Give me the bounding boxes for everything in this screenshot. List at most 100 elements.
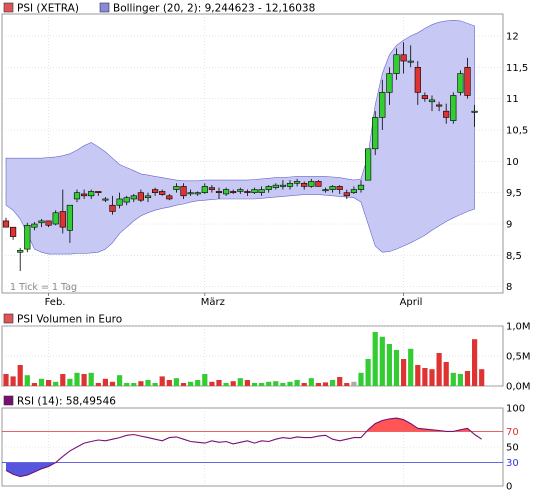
volume-bar <box>216 380 222 386</box>
candle <box>159 189 166 196</box>
x-tick-label: März <box>201 297 225 308</box>
candle <box>59 189 66 234</box>
candle <box>301 181 308 190</box>
candle <box>407 45 414 68</box>
volume-bar <box>159 376 165 386</box>
candle-body <box>386 73 393 93</box>
candle <box>279 180 287 190</box>
volume-bar <box>301 383 307 386</box>
price-y-tick-label: 8,5 <box>506 251 522 262</box>
volume-bar <box>422 368 428 386</box>
price-y-tick-label: 9,5 <box>506 188 522 199</box>
candle-body <box>130 195 137 200</box>
candle <box>421 92 429 102</box>
candle-body <box>357 184 365 190</box>
volume-bar <box>287 381 293 386</box>
volume-y-tick-label: 0,0M <box>506 382 531 393</box>
candle <box>123 195 130 206</box>
candle-body <box>293 181 301 184</box>
volume-bar <box>379 336 385 386</box>
price-legend-swatch <box>3 2 14 13</box>
volume-bar <box>408 348 414 386</box>
price-legend: PSI (XETRA) Bollinger (20, 2): 9,244623 … <box>3 2 315 15</box>
volume-bar <box>131 383 137 386</box>
price-y-tick-label: 11 <box>506 94 519 105</box>
volume-bar <box>443 362 449 386</box>
volume-bar <box>124 383 130 386</box>
candle <box>471 104 478 127</box>
volume-bar <box>188 381 194 386</box>
volume-bar <box>372 332 378 386</box>
candle <box>24 222 31 253</box>
volume-bar <box>351 381 357 386</box>
candle <box>38 219 45 228</box>
rsi-y-tick-label: 70 <box>506 427 519 438</box>
candle <box>293 178 301 187</box>
candle <box>343 189 350 199</box>
candle-body <box>435 104 443 107</box>
rsi-y-axis: 0 30 50 70 100 <box>506 404 525 493</box>
candle <box>109 195 116 215</box>
price-y-tick-label: 10 <box>506 157 519 168</box>
volume-bar <box>393 350 400 386</box>
candle <box>194 191 201 196</box>
candle <box>286 180 294 190</box>
candle-body <box>329 186 336 190</box>
candle-body <box>95 191 102 193</box>
volume-bar <box>202 374 208 386</box>
volume-bar <box>180 383 187 386</box>
volume-bar <box>401 359 407 386</box>
candle <box>329 185 336 193</box>
x-tick-label: Feb. <box>45 297 66 308</box>
volume-bar <box>344 383 350 386</box>
candles <box>2 42 478 272</box>
candle-body <box>166 195 173 200</box>
volume-bar <box>330 380 336 386</box>
candle-body <box>237 189 244 192</box>
volume-bar <box>67 378 73 386</box>
candle <box>357 180 365 193</box>
candle <box>187 189 194 196</box>
candle <box>435 101 443 112</box>
volume-bar <box>3 374 9 386</box>
volume-bar <box>464 371 471 386</box>
price-y-axis: 8 8,5 9 9,5 10 10,5 11 11,5 12 <box>506 31 528 293</box>
price-y-tick-label: 9 <box>506 220 512 231</box>
volume-bar <box>315 383 321 386</box>
candle-body <box>173 186 180 190</box>
volume-y-tick-label: 0,5M <box>506 352 531 363</box>
candle-body <box>421 95 429 99</box>
candle <box>52 210 59 226</box>
volume-bar <box>280 383 286 386</box>
volume-bar <box>60 374 66 386</box>
rsi-legend-swatch <box>3 395 14 406</box>
candle-body <box>393 54 400 74</box>
price-y-tick-label: 8 <box>506 282 512 293</box>
candle-body <box>407 60 414 63</box>
candle <box>386 67 393 105</box>
volume-bar <box>109 381 116 386</box>
candle <box>73 189 81 203</box>
candle-body <box>81 193 88 197</box>
candle <box>130 193 137 203</box>
candle-body <box>24 224 31 250</box>
candle <box>81 189 88 199</box>
volume-bar <box>223 383 229 386</box>
candle-body <box>2 220 10 228</box>
candle <box>66 204 73 243</box>
volume-bar <box>266 381 272 386</box>
price-panel: 8 8,5 9 9,5 10 10,5 11 11,5 12 Feb. März April 1 T… <box>1 13 528 308</box>
candle-body <box>457 73 464 93</box>
volume-bar <box>95 383 101 386</box>
candle-body <box>88 191 95 197</box>
candle-body <box>400 54 407 62</box>
candle <box>230 189 237 194</box>
candle-body <box>38 220 45 224</box>
candle-body <box>286 182 294 187</box>
price-y-tick-label: 11,5 <box>506 63 528 74</box>
candle <box>393 48 400 80</box>
volume-bar <box>46 380 52 386</box>
candle <box>237 187 244 194</box>
candle-body <box>322 189 329 192</box>
